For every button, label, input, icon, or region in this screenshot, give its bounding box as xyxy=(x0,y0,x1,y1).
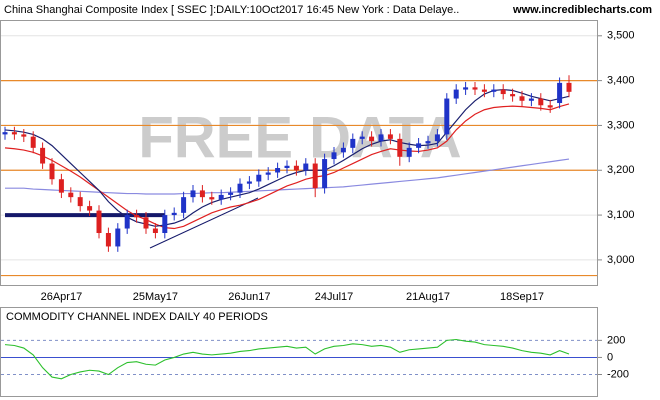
candle-body xyxy=(397,138,403,157)
candle-body xyxy=(528,98,534,101)
candle-body xyxy=(416,143,422,148)
candle-body xyxy=(293,165,299,171)
candle-body xyxy=(68,192,74,198)
y-tick-label: 3,200 xyxy=(607,164,635,176)
candle-body xyxy=(115,228,121,247)
y-tick-label: 0 xyxy=(607,351,613,363)
candle-body xyxy=(256,174,262,182)
candle-body xyxy=(77,197,83,207)
candle-body xyxy=(538,98,544,106)
candle-body xyxy=(369,136,375,142)
candle-body xyxy=(284,165,290,169)
candle-body xyxy=(434,134,440,142)
candle-body xyxy=(246,181,252,184)
candle-body xyxy=(463,87,469,90)
candle-body xyxy=(237,183,243,193)
x-tick-label: 18Sep17 xyxy=(500,291,544,303)
candle-body xyxy=(209,197,215,200)
candle-body xyxy=(134,215,140,218)
candle-body xyxy=(378,134,384,142)
candle-body xyxy=(87,206,93,211)
x-tick-label: 21Aug17 xyxy=(406,291,450,303)
candle-body xyxy=(406,147,412,157)
x-tick-label: 24Jul17 xyxy=(315,291,354,303)
candle-body xyxy=(387,134,393,139)
y-tick-label: 3,300 xyxy=(607,119,635,131)
y-tick-label: -200 xyxy=(607,368,629,380)
site-label: www.incrediblecharts.com xyxy=(512,4,652,16)
candle-body xyxy=(303,163,309,171)
y-tick-label: 3,400 xyxy=(607,75,635,87)
candle-body xyxy=(557,82,563,104)
candle-body xyxy=(40,147,46,164)
candle-body xyxy=(322,159,328,189)
y-tick-label: 3,500 xyxy=(607,30,635,42)
candle-body xyxy=(547,105,553,108)
trend-line xyxy=(149,197,259,249)
plot-layer: 3,500 3,400 3,300 3,200 3,100 3,000 FREE DATA 2… xyxy=(1,30,635,380)
y-tick-label: 3,100 xyxy=(607,209,635,221)
chart-title: China Shanghai Composite Index [ SSEC ]:… xyxy=(4,4,459,16)
candle-body xyxy=(2,132,8,135)
candle-body xyxy=(162,215,168,234)
candle-body xyxy=(58,179,64,193)
y-tick-label: 3,000 xyxy=(607,254,635,266)
candle-body xyxy=(566,82,572,92)
candle-body xyxy=(312,163,318,189)
candle-body xyxy=(519,96,525,101)
candle-body xyxy=(350,138,356,148)
candle-body xyxy=(171,212,177,216)
candle-body xyxy=(218,194,224,200)
candle-body xyxy=(152,228,158,234)
candle-body xyxy=(453,89,459,99)
cci-line xyxy=(4,338,570,380)
candle-body xyxy=(340,147,346,153)
x-tick-label: 26Apr17 xyxy=(41,291,83,303)
candle-body xyxy=(11,132,17,135)
cci-panel xyxy=(0,307,598,397)
candle-body xyxy=(472,87,478,90)
x-tick-label: 25May17 xyxy=(133,291,178,303)
candle-body xyxy=(500,89,506,95)
candle-body xyxy=(181,197,187,213)
candle-body xyxy=(124,215,130,229)
candle-body xyxy=(228,192,234,195)
candle-body xyxy=(491,89,497,92)
candle-body xyxy=(444,98,450,135)
candle-body xyxy=(96,210,102,234)
y-tick-label: 200 xyxy=(607,334,625,346)
ma-line xyxy=(5,158,570,195)
panel-title: COMMODITY CHANNEL INDEX DAILY 40 PERIODS xyxy=(6,311,268,323)
candle-body xyxy=(21,134,27,137)
candle-body xyxy=(199,190,205,198)
candle-body xyxy=(510,94,516,97)
candle-body xyxy=(105,233,111,247)
candle-body xyxy=(265,172,271,175)
ma-line xyxy=(4,88,570,227)
candle-body xyxy=(190,190,196,198)
candle-body xyxy=(143,217,149,229)
watermark: FREE DATA xyxy=(138,105,461,170)
candle-body xyxy=(481,89,487,92)
candle-body xyxy=(49,163,55,180)
candle-body xyxy=(331,152,337,160)
x-tick-label: 26Jun17 xyxy=(228,291,270,303)
candle-body xyxy=(275,168,281,173)
candle-body xyxy=(359,136,365,139)
candle-body xyxy=(425,141,431,144)
candle-body xyxy=(30,136,36,148)
price-panel xyxy=(0,20,598,286)
